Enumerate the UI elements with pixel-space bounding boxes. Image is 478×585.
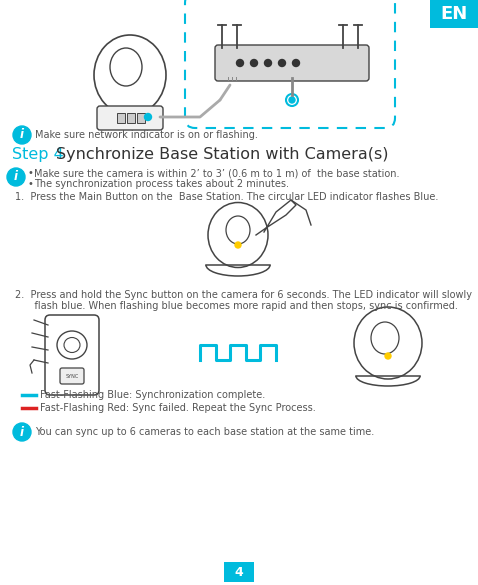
Text: flash blue. When flashing blue becomes more rapid and then stops, sync is confir: flash blue. When flashing blue becomes m… [22,301,458,311]
Circle shape [13,126,31,144]
Text: 1.  Press the Main Button on the  Base Station. The circular LED indicator flash: 1. Press the Main Button on the Base Sta… [15,192,438,202]
FancyBboxPatch shape [60,368,84,384]
Circle shape [293,60,300,67]
Text: You can sync up to 6 cameras to each base station at the same time.: You can sync up to 6 cameras to each bas… [35,427,374,437]
Text: Step 4: Step 4 [12,147,69,163]
FancyBboxPatch shape [430,0,478,28]
Text: SYNC: SYNC [65,373,78,378]
Text: i: i [20,425,24,439]
Text: •: • [28,168,34,178]
FancyBboxPatch shape [128,112,135,122]
FancyBboxPatch shape [118,112,126,122]
FancyBboxPatch shape [215,45,369,81]
Circle shape [289,97,295,103]
Text: Fast-Flashing Red: Sync failed. Repeat the Sync Process.: Fast-Flashing Red: Sync failed. Repeat t… [40,403,316,413]
Circle shape [144,113,152,121]
Text: The synchronization process takes about 2 minutes.: The synchronization process takes about … [34,179,289,189]
Circle shape [385,353,391,359]
Circle shape [13,423,31,441]
Text: Make sure the camera is within 2’ to 3’ (0.6 m to 1 m) of  the base station.: Make sure the camera is within 2’ to 3’ … [34,168,400,178]
FancyBboxPatch shape [224,79,240,89]
FancyBboxPatch shape [45,315,99,395]
Text: Fast-Flashing Blue: Synchronization complete.: Fast-Flashing Blue: Synchronization comp… [40,390,265,400]
FancyBboxPatch shape [185,0,395,128]
FancyBboxPatch shape [224,562,254,582]
Text: 4: 4 [235,566,243,579]
Text: i: i [20,129,24,142]
Circle shape [235,242,241,248]
Text: i: i [14,170,18,184]
Circle shape [250,60,258,67]
FancyBboxPatch shape [138,112,145,122]
Text: EN: EN [440,5,467,23]
Circle shape [264,60,272,67]
Text: •: • [28,179,34,189]
Circle shape [279,60,285,67]
Text: 2.  Press and hold the Sync button on the camera for 6 seconds. The LED indicato: 2. Press and hold the Sync button on the… [15,290,472,300]
Circle shape [7,168,25,186]
Circle shape [237,60,243,67]
Text: Synchronize Base Station with Camera(s): Synchronize Base Station with Camera(s) [56,147,389,163]
Text: Make sure network indicator is on or flashing.: Make sure network indicator is on or fla… [35,130,258,140]
FancyBboxPatch shape [97,106,163,130]
